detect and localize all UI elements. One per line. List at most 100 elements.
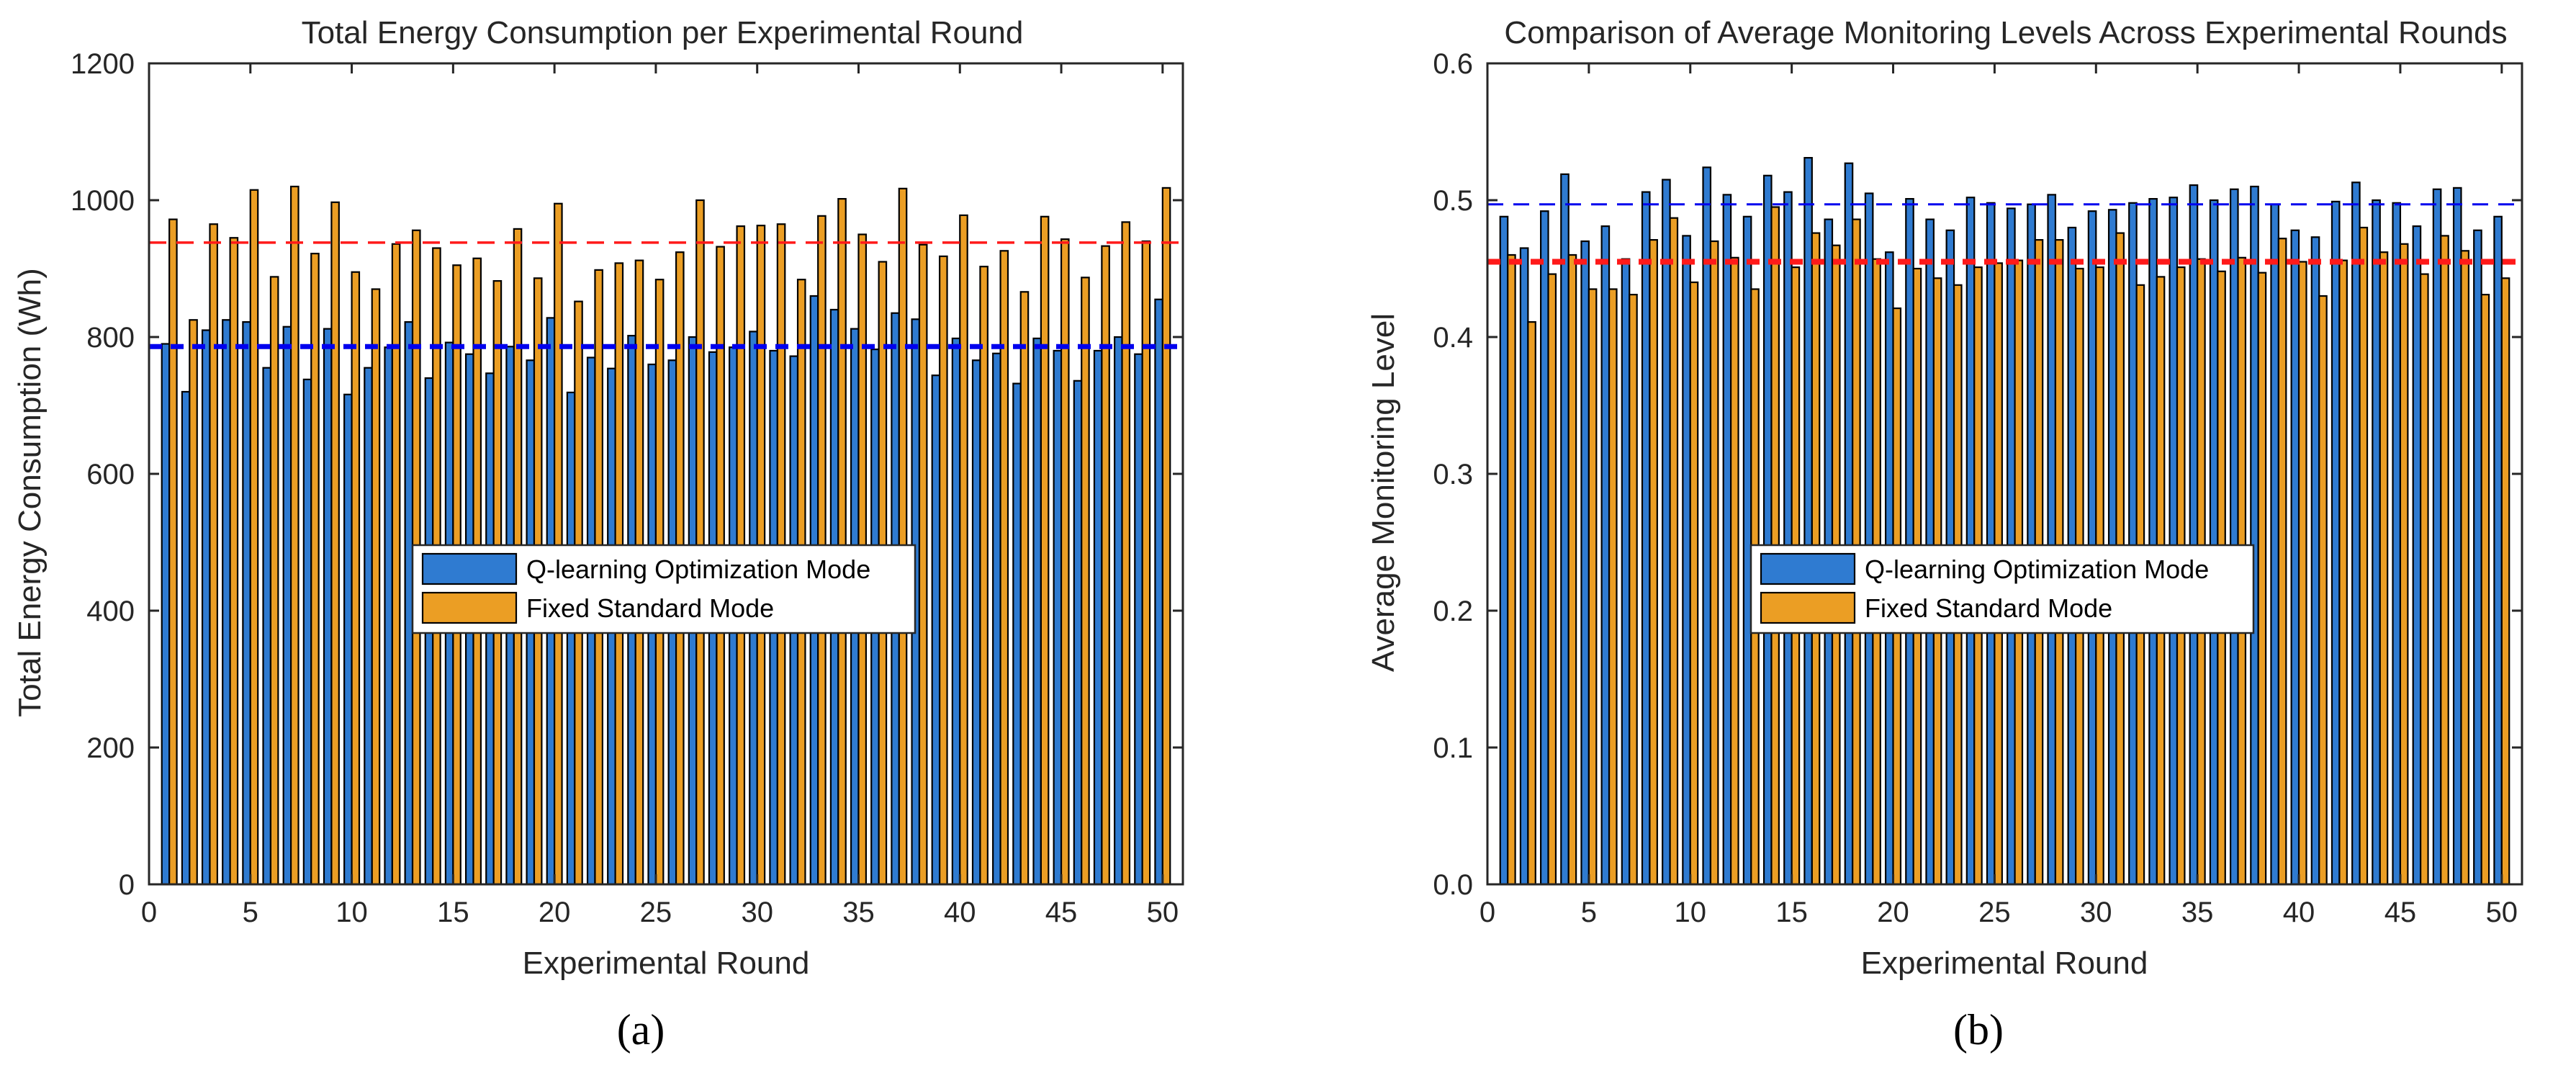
- x-tick-label: 45: [2384, 897, 2417, 928]
- plot-area: 0 5 10 15 20 25 30 35 40 45 50 0.0 0.1 0.2 0.3 0.4 0.5 0.…: [1433, 48, 2523, 928]
- y-tick-label: 800: [86, 322, 135, 354]
- bar-fixed: [2399, 243, 2409, 886]
- bar-fixed: [1161, 187, 1171, 886]
- bar-q-learning: [1662, 179, 1671, 886]
- bar-q-learning: [222, 319, 231, 886]
- y-tick-label: 1000: [71, 185, 135, 217]
- bar-q-learning: [1641, 191, 1651, 886]
- bar-q-learning: [2189, 184, 2199, 886]
- y-tick-label: 0.0: [1433, 869, 1473, 901]
- bar-q-learning: [2230, 188, 2239, 886]
- bar-fixed: [209, 223, 218, 886]
- legend-label-q-learning: Q-learning Optimization Mode: [526, 555, 870, 584]
- y-tick-label: 400: [86, 596, 135, 627]
- bar-q-learning: [1844, 162, 1854, 886]
- legend-swatch-q-learning: [421, 552, 518, 585]
- bar-q-learning: [282, 326, 292, 886]
- bar-fixed: [695, 199, 705, 886]
- y-axis-label: Total Energy Consumption (Wh): [12, 268, 48, 717]
- y-tick-label: 0.5: [1433, 185, 1473, 217]
- y-tick-label: 0.6: [1433, 48, 1473, 80]
- bar-q-learning: [951, 337, 961, 886]
- bar-fixed: [391, 243, 401, 886]
- x-tick-label: 45: [1045, 897, 1078, 928]
- bar-q-learning: [364, 367, 373, 886]
- bar-q-learning: [2432, 188, 2442, 886]
- bar-q-learning: [2452, 187, 2462, 886]
- bar-fixed: [1649, 239, 1658, 886]
- bar-q-learning: [242, 321, 251, 886]
- y-tick-label: 0.3: [1433, 459, 1473, 490]
- x-tick-label: 10: [335, 897, 368, 928]
- bar-q-learning: [2128, 202, 2138, 886]
- y-tick-label: 0.4: [1433, 322, 1473, 354]
- bar-fixed: [229, 237, 239, 886]
- bar-q-learning: [1682, 235, 1691, 886]
- legend: Q-learning Optimization Mode Fixed Standa…: [1749, 544, 2255, 634]
- bar-fixed: [554, 202, 563, 886]
- x-tick-label: 35: [842, 897, 875, 928]
- bar-q-learning: [1580, 240, 1590, 886]
- x-tick-label: 5: [1581, 897, 1597, 928]
- bar-q-learning: [1702, 166, 1712, 886]
- bar-q-learning: [1762, 174, 1773, 886]
- bar-fixed: [837, 198, 847, 886]
- x-tick-label: 40: [944, 897, 976, 928]
- bar-fixed: [1141, 240, 1151, 886]
- bar-fixed: [1060, 238, 1070, 886]
- bar-q-learning: [1803, 157, 1813, 886]
- bar-q-learning: [1986, 202, 1996, 886]
- bar-q-learning: [1114, 336, 1123, 886]
- x-tick-label: 10: [1675, 897, 1707, 928]
- bar-fixed: [1629, 294, 1638, 886]
- bar-fixed: [1709, 240, 1719, 886]
- bar-q-learning: [1742, 215, 1752, 886]
- x-tick-label: 15: [1775, 897, 1808, 928]
- bar-q-learning: [2169, 197, 2179, 886]
- bar-fixed: [1547, 273, 1557, 886]
- x-tick-label: 35: [2181, 897, 2214, 928]
- x-tick-label: 20: [539, 897, 571, 928]
- x-tick-label: 25: [640, 897, 672, 928]
- bar-q-learning: [1519, 247, 1529, 886]
- bar-q-learning: [1032, 337, 1042, 886]
- bar-fixed: [1101, 245, 1110, 886]
- bar-fixed: [1040, 215, 1050, 886]
- x-axis-label: Experimental Round: [1861, 946, 2148, 981]
- bar-q-learning: [1600, 225, 1611, 886]
- x-tick-label: 25: [1978, 897, 2011, 928]
- bar-fixed: [351, 271, 361, 886]
- bar-q-learning: [2310, 236, 2320, 886]
- bar-q-learning: [1560, 173, 1570, 886]
- y-tick-label: 200: [86, 732, 135, 764]
- bar-fixed: [1730, 256, 1739, 886]
- bar-q-learning: [2412, 225, 2422, 886]
- bar-fixed: [2318, 295, 2328, 886]
- bar-q-learning: [992, 352, 1001, 886]
- y-axis-label: Average Monitoring Level: [1366, 313, 1401, 672]
- bar-q-learning: [201, 329, 211, 886]
- bar-q-learning: [384, 346, 393, 886]
- plot-area: 0 5 10 15 20 25 30 35 40 45 50 0 200 400 600 800 1000 120…: [71, 48, 1184, 928]
- bar-fixed: [2480, 294, 2490, 886]
- bar-fixed: [2379, 251, 2389, 886]
- y-tick-label: 600: [86, 459, 135, 490]
- bar-fixed: [1608, 288, 1618, 886]
- legend-swatch-fixed: [1760, 591, 1856, 624]
- x-tick-label: 0: [141, 897, 157, 928]
- bar-fixed: [1567, 253, 1577, 886]
- bar-fixed: [1588, 288, 1598, 886]
- bar-q-learning: [1053, 349, 1063, 886]
- bar-q-learning: [1093, 349, 1103, 886]
- bar-fixed: [2277, 238, 2287, 886]
- bar-fixed: [918, 243, 928, 886]
- bar-q-learning: [1864, 192, 1874, 886]
- chart-title: Total Energy Consumption per Experimenta…: [302, 15, 1024, 50]
- bar-fixed: [1527, 321, 1536, 886]
- bar-q-learning: [2250, 185, 2259, 886]
- y-tick-label: 0: [119, 869, 135, 901]
- bar-q-learning: [2330, 200, 2341, 886]
- bar-fixed: [1019, 291, 1030, 886]
- bar-fixed: [269, 276, 279, 886]
- legend-swatch-fixed: [421, 591, 518, 624]
